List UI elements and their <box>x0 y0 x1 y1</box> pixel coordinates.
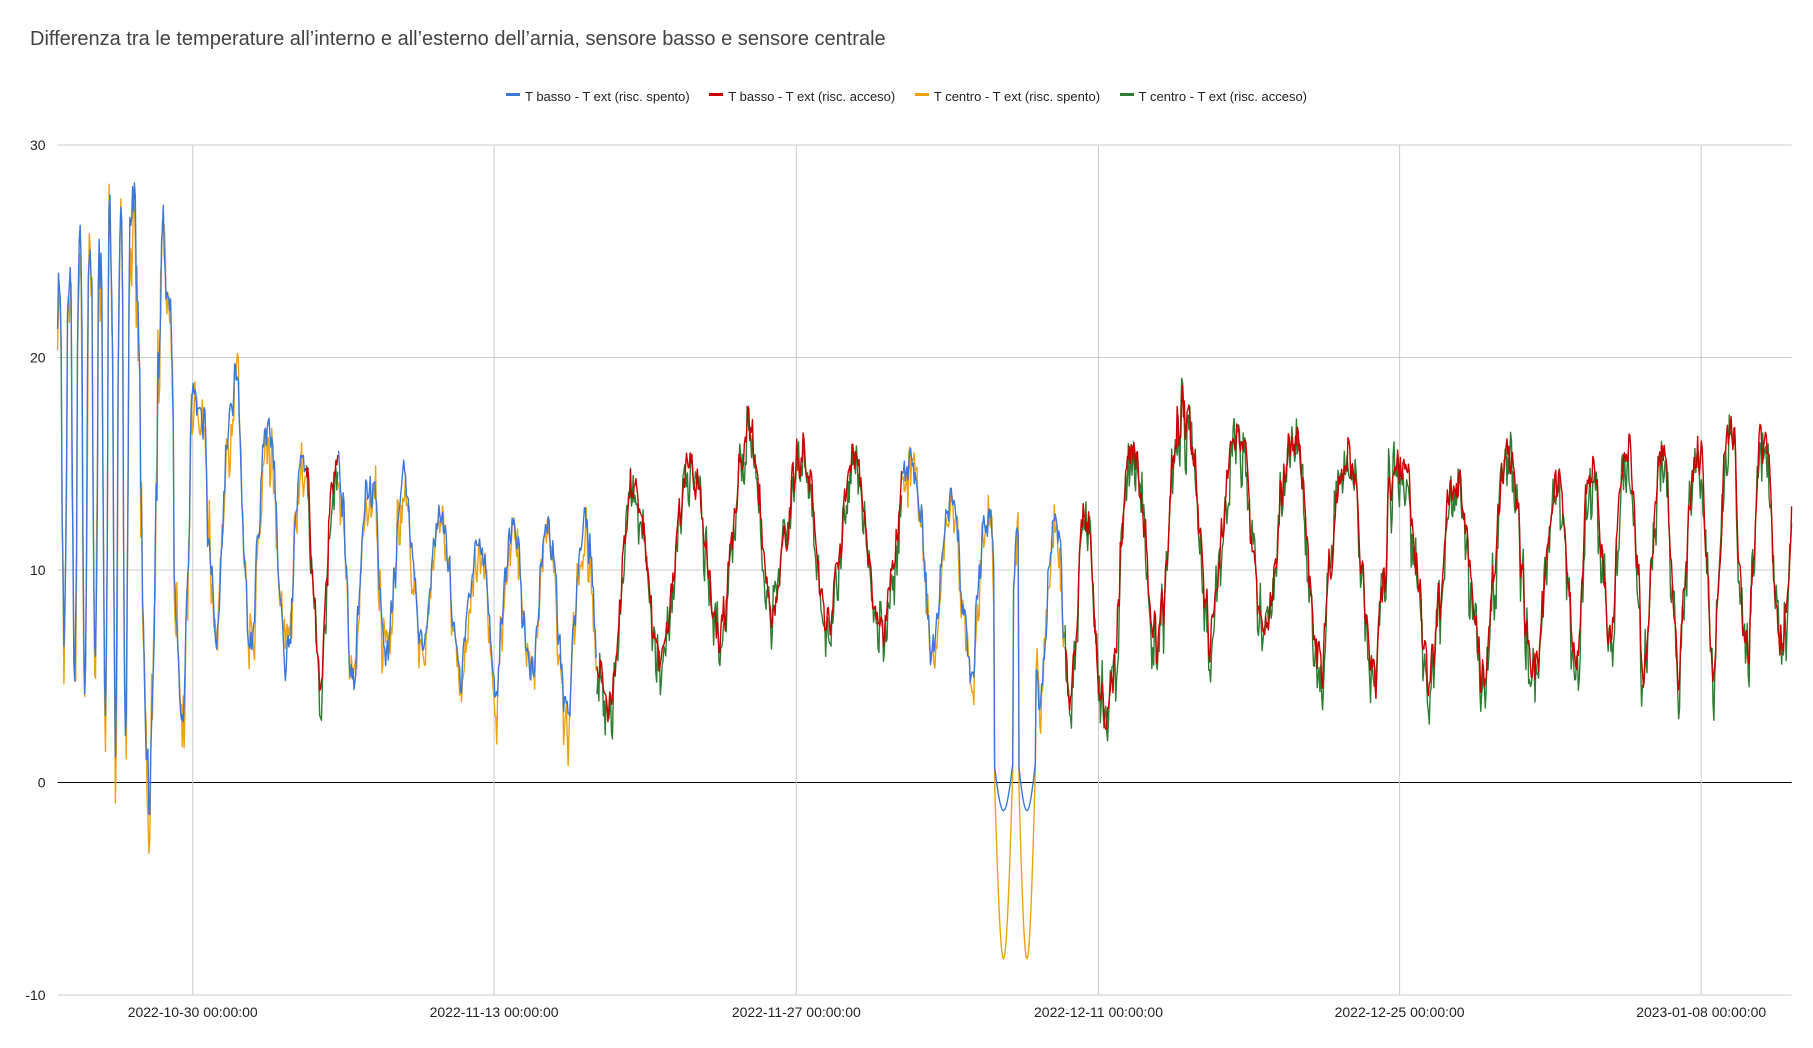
svg-text:10: 10 <box>30 562 46 578</box>
svg-text:2022-11-27 00:00:00: 2022-11-27 00:00:00 <box>732 1004 861 1020</box>
svg-text:2022-11-13 00:00:00: 2022-11-13 00:00:00 <box>430 1004 559 1020</box>
svg-text:20: 20 <box>30 350 46 366</box>
svg-text:30: 30 <box>30 137 46 153</box>
svg-text:0: 0 <box>38 775 46 791</box>
svg-text:2022-12-25 00:00:00: 2022-12-25 00:00:00 <box>1335 1004 1465 1020</box>
svg-text:2023-01-08 00:00:00: 2023-01-08 00:00:00 <box>1636 1004 1766 1020</box>
svg-text:2022-10-30 00:00:00: 2022-10-30 00:00:00 <box>128 1004 258 1020</box>
svg-text:2022-12-11 00:00:00: 2022-12-11 00:00:00 <box>1034 1004 1163 1020</box>
svg-text:-10: -10 <box>25 987 45 1003</box>
